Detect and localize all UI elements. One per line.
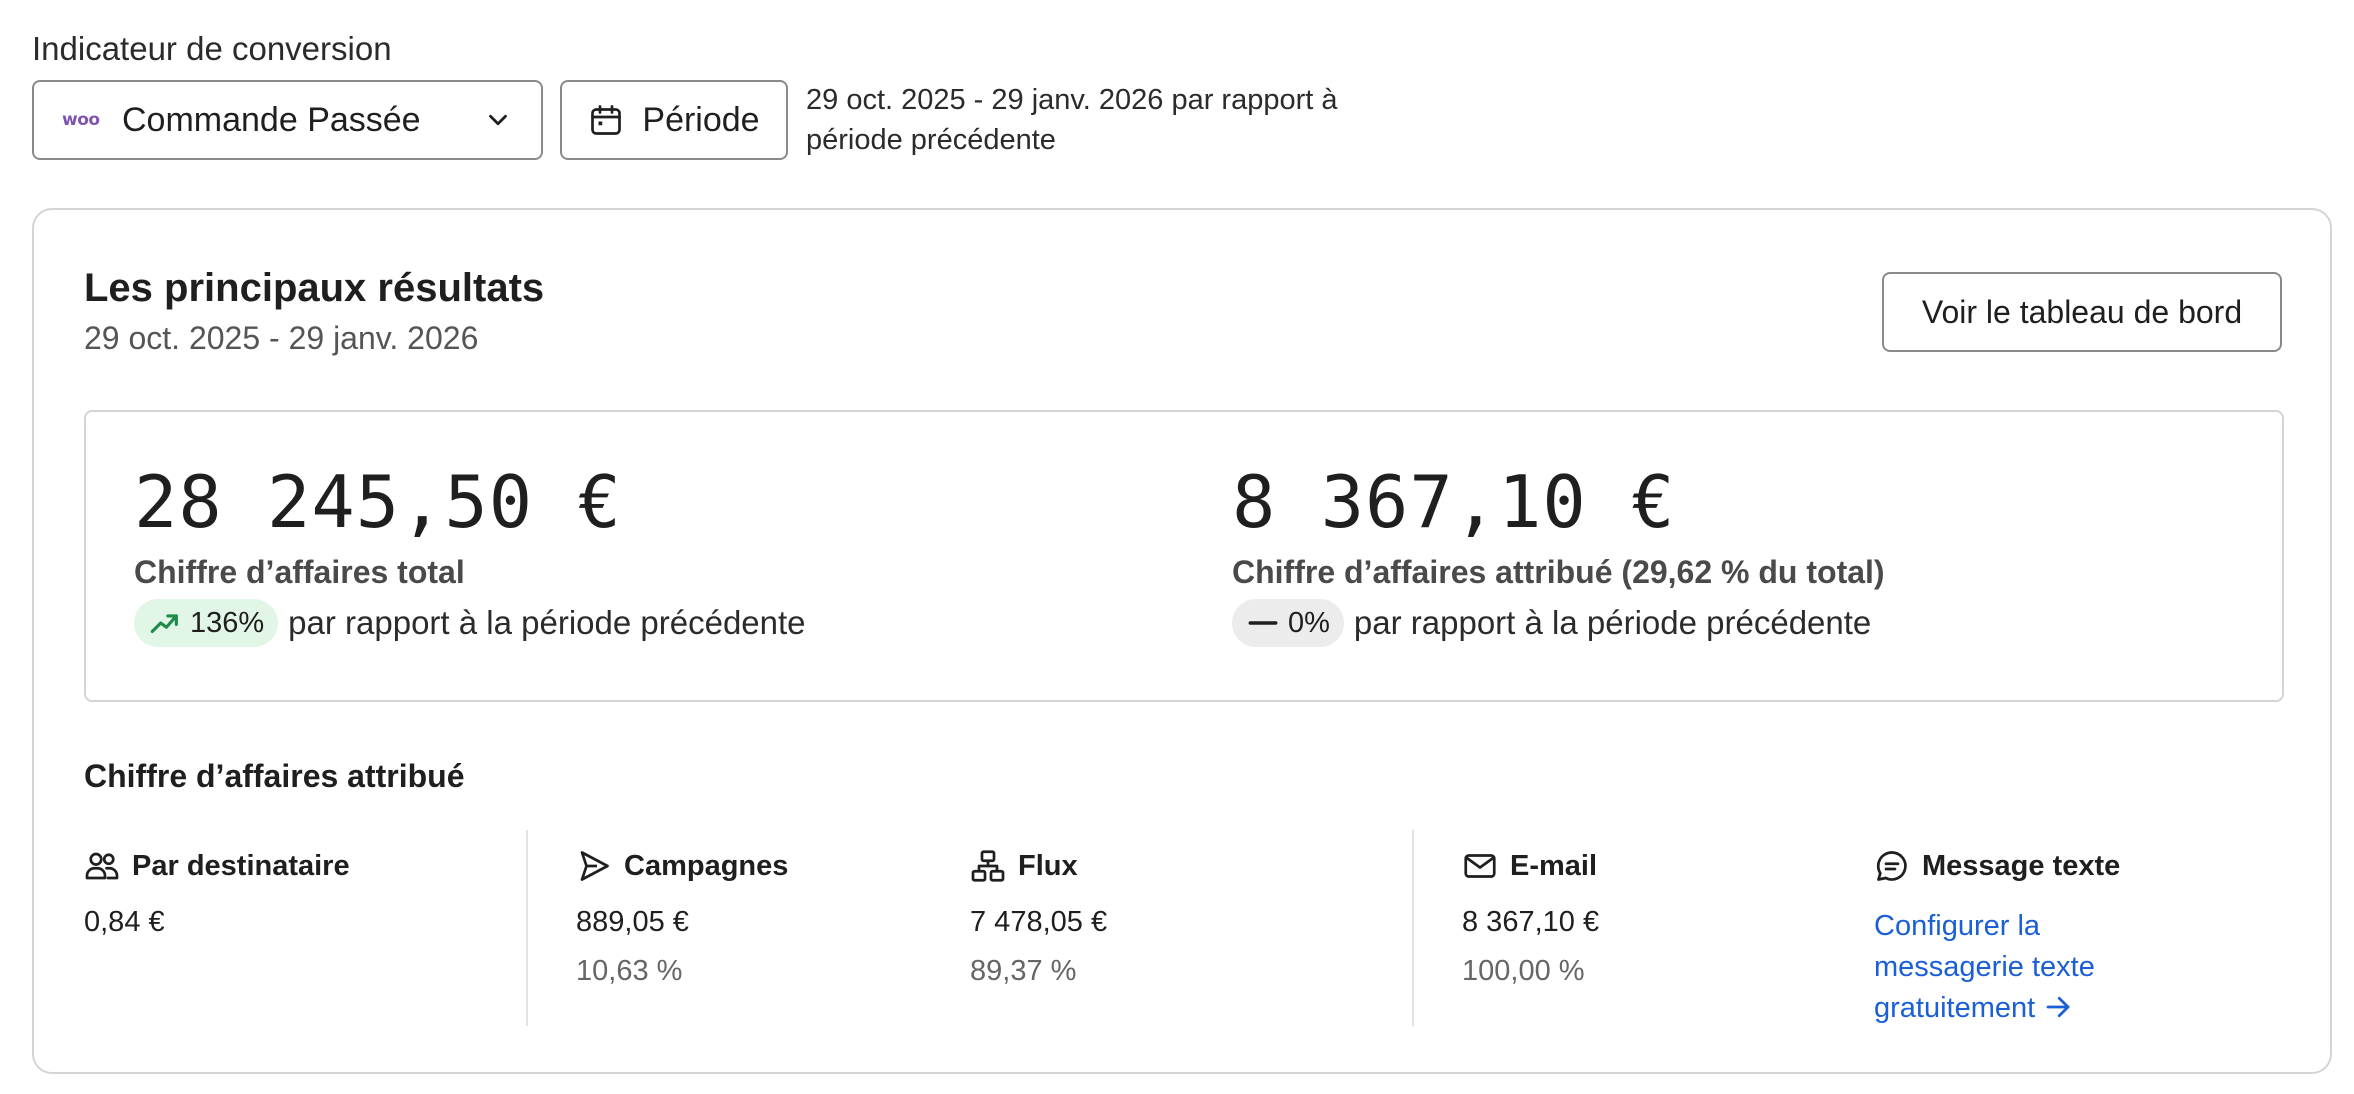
metric-select[interactable]: woo Commande Passée [32,80,543,160]
column-divider [1412,830,1414,1026]
email-value: 8 367,10 € [1462,906,1600,938]
email-header: E-mail [1462,848,1599,884]
period-button[interactable]: Période [560,80,788,160]
flows-percent: 89,37 % [970,955,1077,987]
campaigns-header: Campagnes [576,848,788,884]
campaigns-value: 889,05 € [576,906,689,938]
email-column: E-mail 8 367,10 € 100,00 % [1462,848,1599,988]
sms-column: Message texte Configurer la messagerie t… [1874,848,2154,1029]
trend-up-icon [150,614,178,634]
kpi-attributed-value: 8 367,10 € [1232,460,1676,544]
sms-label: Message texte [1922,849,2121,882]
campaigns-column: Campagnes 889,05 € 10,63 % [576,848,788,988]
per-recipient-value: 0,84 € [84,906,165,938]
kpi-attributed-change: 0% par rapport à la période précédente [1232,599,1885,647]
period-description: 29 oct. 2025 - 29 janv. 2026 par rapport… [806,84,1338,156]
chevron-down-icon [489,114,507,126]
flows-header: Flux [970,848,1107,884]
calendar-icon [591,105,622,135]
flows-column: Flux 7 478,05 € 89,37 % [970,848,1107,988]
change-value: 0% [1288,606,1330,639]
per-recipient-header: Par destinataire [84,848,350,884]
dash-icon [1248,621,1278,625]
column-divider [526,830,528,1026]
mail-icon [1464,854,1496,878]
email-label: E-mail [1510,849,1598,882]
per-recipient-label: Par destinataire [132,849,350,882]
kpi-total-label: Chiffre d’affaires total [134,554,465,590]
card-date-range: 29 oct. 2025 - 29 janv. 2026 [84,320,479,356]
configure-sms-link-text: Configurer la messagerie texte gratuitem… [1874,910,2095,1024]
campaigns-percent: 10,63 % [576,955,683,987]
period-button-label: Période [642,100,760,139]
card-title: Les principaux résultats [84,266,545,310]
woo-logo-icon: woo [62,110,100,130]
campaigns-label: Campagnes [624,849,789,882]
compare-text: par rapport à la période précédente [1353,604,1872,641]
metric-label: Indicateur de conversion [32,30,392,67]
kpi-total-revenue: 28 245,50 € Chiffre d’affaires total 136… [134,462,806,647]
kpi-box: 28 245,50 € Chiffre d’affaires total 136… [84,410,2284,702]
results-card: Les principaux résultats 29 oct. 2025 - … [32,208,2332,1074]
send-icon [580,851,609,881]
kpi-attributed-label: Chiffre d’affaires attribué (29,62 % du … [1232,554,1885,590]
per-recipient-column: Par destinataire 0,84 € [84,848,350,939]
kpi-total-change: 136% par rapport à la période précédente [134,599,806,647]
arrow-right-icon [2046,996,2070,1018]
flows-value: 7 478,05 € [970,906,1108,938]
flows-label: Flux [1018,849,1078,882]
sms-header: Message texte [1874,848,2154,884]
change-value: 136% [190,606,265,639]
compare-text: par rapport à la période précédente [288,604,806,641]
kpi-attributed-revenue: 8 367,10 € Chiffre d’affaires attribué (… [1232,462,1885,647]
change-badge-up: 136% [134,599,279,647]
email-percent: 100,00 % [1462,955,1585,987]
configure-sms-link[interactable]: Configurer la messagerie texte gratuitem… [1874,906,2154,1029]
chat-icon [1876,851,1907,881]
users-icon [85,852,119,880]
change-badge-flat: 0% [1232,599,1344,647]
breakdown-title: Chiffre d’affaires attribué [84,758,465,794]
view-dashboard-button[interactable]: Voir le tableau de bord [1882,272,2282,352]
flow-icon [971,850,1005,882]
metric-select-value: Commande Passée [122,100,421,139]
kpi-total-value: 28 245,50 € [134,460,622,544]
